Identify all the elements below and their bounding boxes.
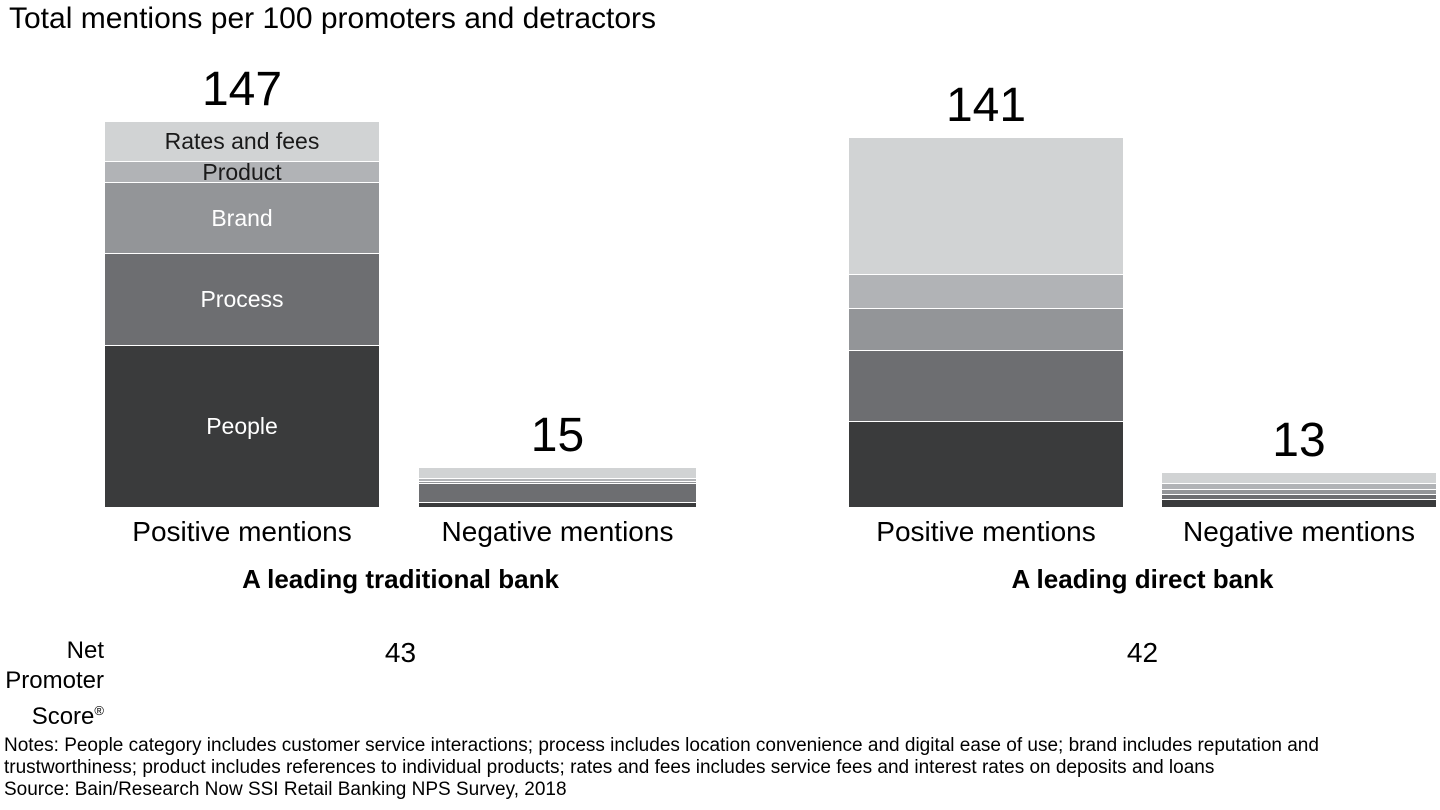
nps-value-a-leading-direct-bank: 42 (1126, 637, 1159, 668)
segment-label-brand: Brand (105, 182, 379, 253)
footnotes: Notes: People category includes customer… (4, 735, 1404, 801)
bar-segment-rates-and-fees (419, 467, 696, 479)
segment-label-process: Process (105, 252, 379, 345)
negative-mentions-axis-label: Negative mentions (1183, 516, 1415, 547)
nps-axis-label-line3: Score® (31, 703, 104, 730)
bar-segment-rates-and-fees (849, 137, 1123, 274)
bar-segment-rates-and-fees (1162, 472, 1436, 484)
negative-mentions-total-label: 13 (1272, 413, 1326, 467)
bar-segment-people (419, 501, 696, 507)
bar-segment-process (1162, 493, 1436, 500)
segment-label-product: Product (105, 160, 379, 183)
group-title-a-leading-traditional-bank: A leading traditional bank (242, 564, 559, 594)
negative-mentions-axis-label: Negative mentions (441, 516, 674, 547)
positive-mentions-bar: Rates and fees Product Brand Process People (105, 122, 379, 507)
bar-segment-product (1162, 483, 1436, 489)
bar-segment-product (849, 273, 1123, 308)
nps-axis-label: Net Promoter Score® (0, 636, 104, 732)
bar-segment-people (849, 420, 1123, 507)
segment-label-rates-and-fees: Rates and fees (105, 122, 379, 162)
nps-value-a-leading-traditional-bank: 43 (384, 637, 417, 668)
segment-label-people: People (105, 344, 379, 507)
source-text: Source: Bain/Research Now SSI Retail Ban… (4, 779, 567, 800)
bar-segment-brand (1162, 488, 1436, 494)
positive-mentions-bar (849, 137, 1123, 507)
positive-mentions-total-label: 141 (945, 78, 1027, 132)
group-title-a-leading-direct-bank: A leading direct bank (1011, 564, 1274, 594)
negative-mentions-bar (419, 467, 696, 507)
negative-mentions-bar (1162, 472, 1436, 507)
registered-trademark-symbol: ® (94, 703, 104, 718)
negative-mentions-total-label: 15 (530, 408, 585, 462)
chart-title: Total mentions per 100 promoters and det… (9, 2, 657, 35)
notes-text: Notes: People category includes customer… (4, 735, 1319, 778)
positive-mentions-total-label: 147 (201, 63, 283, 116)
bar-segment-product (419, 478, 696, 481)
positive-mentions-axis-label: Positive mentions (876, 516, 1096, 547)
bar-segment-process (419, 483, 696, 502)
positive-mentions-axis-label: Positive mentions (132, 516, 352, 547)
bar-segment-brand (849, 307, 1123, 350)
bar-segment-brand (419, 480, 696, 484)
bar-segment-process (849, 349, 1123, 421)
bar-segment-people (1162, 499, 1436, 507)
nps-axis-label-line1: Net (66, 637, 104, 664)
nps-axis-label-line2: Promoter (5, 667, 104, 694)
